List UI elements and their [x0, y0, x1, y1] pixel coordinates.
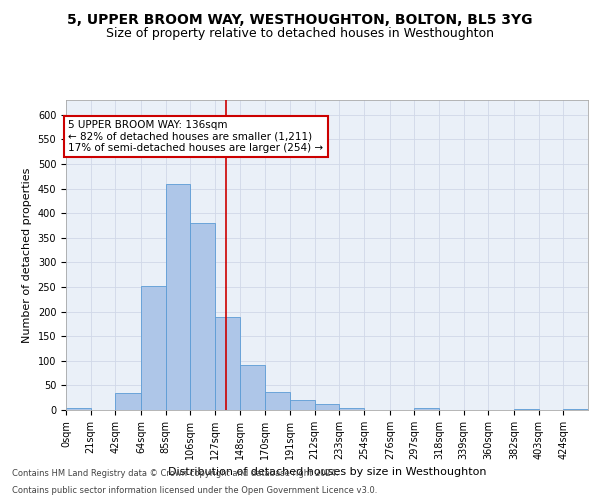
Bar — [415, 408, 439, 410]
Bar — [563, 408, 588, 410]
Text: Contains HM Land Registry data © Crown copyright and database right 2024.: Contains HM Land Registry data © Crown c… — [12, 468, 338, 477]
Text: 5, UPPER BROOM WAY, WESTHOUGHTON, BOLTON, BL5 3YG: 5, UPPER BROOM WAY, WESTHOUGHTON, BOLTON… — [67, 12, 533, 26]
Bar — [239, 365, 265, 410]
Bar — [66, 408, 91, 410]
Bar — [166, 184, 190, 410]
Bar — [340, 408, 364, 410]
Bar — [215, 316, 239, 410]
Bar — [141, 286, 166, 410]
Y-axis label: Number of detached properties: Number of detached properties — [22, 168, 32, 342]
Text: Contains public sector information licensed under the Open Government Licence v3: Contains public sector information licen… — [12, 486, 377, 495]
Bar — [290, 400, 314, 410]
Bar — [265, 392, 290, 410]
Bar — [514, 408, 539, 410]
Text: 5 UPPER BROOM WAY: 136sqm
← 82% of detached houses are smaller (1,211)
17% of se: 5 UPPER BROOM WAY: 136sqm ← 82% of detac… — [68, 120, 323, 153]
Text: Size of property relative to detached houses in Westhoughton: Size of property relative to detached ho… — [106, 28, 494, 40]
Bar — [314, 404, 340, 410]
Bar — [190, 223, 215, 410]
Bar — [115, 393, 141, 410]
X-axis label: Distribution of detached houses by size in Westhoughton: Distribution of detached houses by size … — [168, 468, 486, 477]
